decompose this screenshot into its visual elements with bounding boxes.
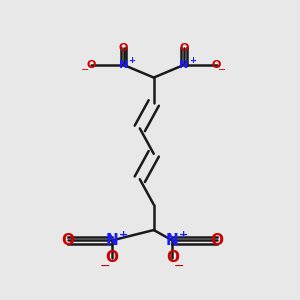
Text: O: O [166, 250, 179, 265]
Text: −: − [100, 260, 110, 273]
Text: O: O [61, 233, 74, 248]
Text: +: + [189, 56, 196, 65]
Text: +: + [119, 230, 128, 240]
Text: O: O [210, 233, 223, 248]
Text: N: N [106, 233, 118, 248]
Text: O: O [105, 250, 119, 265]
Text: +: + [128, 56, 135, 65]
Text: +: + [179, 230, 189, 240]
Text: O: O [212, 60, 221, 70]
Text: −: − [174, 260, 184, 273]
Text: O: O [179, 43, 189, 52]
Text: O: O [119, 43, 128, 52]
Text: O: O [86, 60, 96, 70]
Text: −: − [81, 65, 89, 75]
Text: N: N [119, 60, 128, 70]
Text: −: − [218, 65, 226, 75]
Text: N: N [166, 233, 179, 248]
Text: N: N [179, 60, 189, 70]
